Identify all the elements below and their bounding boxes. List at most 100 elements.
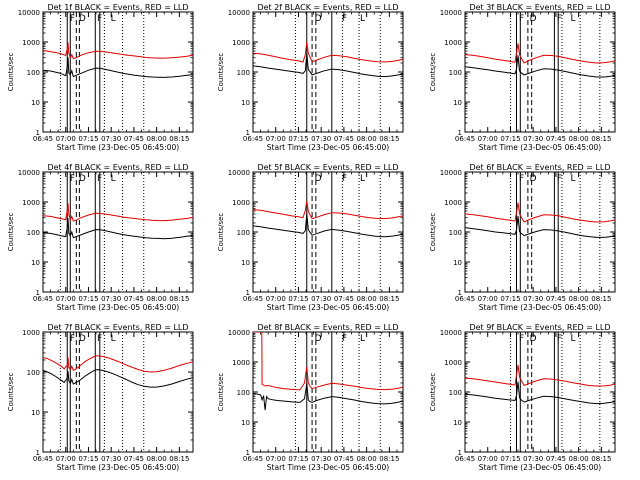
marker-letter: D bbox=[315, 14, 322, 24]
x-tick-label: 08:00 bbox=[569, 135, 589, 143]
x-tick-label: 08:00 bbox=[357, 455, 377, 463]
x-tick-label: 06:45 bbox=[33, 455, 53, 463]
plot-frame bbox=[464, 171, 616, 293]
series-line-events bbox=[465, 381, 615, 405]
marker-letter: L bbox=[571, 174, 576, 184]
x-tick-label: 07:45 bbox=[334, 135, 354, 143]
x-tick-label: 07:00 bbox=[478, 295, 498, 303]
x-tick-label: 08:00 bbox=[569, 455, 589, 463]
marker-letter: D bbox=[79, 14, 86, 24]
y-tick-label: 1000 bbox=[232, 39, 250, 47]
marker-letter: F bbox=[557, 174, 562, 184]
y-tick-label: 10 bbox=[31, 259, 40, 267]
x-axis-label: Start Time (23-Dec-05 06:45:00) bbox=[267, 143, 389, 152]
x-tick-label: 07:30 bbox=[101, 455, 121, 463]
marker-letter: D bbox=[530, 14, 537, 24]
x-tick-label: 08:00 bbox=[569, 295, 589, 303]
y-tick-label: 10000 bbox=[228, 329, 250, 337]
series-line-lld bbox=[43, 203, 193, 222]
x-tick-label: 07:15 bbox=[288, 135, 308, 143]
x-tick-label: 07:00 bbox=[266, 135, 286, 143]
y-tick-label: 1000 bbox=[22, 39, 40, 47]
y-tick-label: 10000 bbox=[18, 9, 40, 17]
x-tick-label: 07:15 bbox=[500, 455, 520, 463]
marker-letter: L bbox=[360, 14, 365, 24]
y-tick-label: 100 bbox=[27, 229, 40, 237]
y-tick-label: 100 bbox=[237, 389, 250, 397]
chart-title: Det 6f BLACK = Events, RED = LLD bbox=[469, 163, 610, 172]
y-axis-label: Counts/sec bbox=[429, 213, 437, 252]
marker-letter: D bbox=[79, 174, 86, 184]
chart-title: Det 3f BLACK = Events, RED = LLD bbox=[469, 3, 610, 12]
y-axis-label: Counts/sec bbox=[7, 53, 15, 92]
series-line-lld bbox=[465, 202, 615, 223]
x-tick-label: 08:00 bbox=[357, 295, 377, 303]
x-axis-label: Start Time (23-Dec-05 06:45:00) bbox=[57, 463, 179, 472]
x-tick-label: 07:00 bbox=[478, 135, 498, 143]
series-line-lld bbox=[253, 41, 403, 63]
chart-title: Det 4f BLACK = Events, RED = LLD bbox=[47, 163, 188, 172]
y-axis-label: Counts/sec bbox=[7, 213, 15, 252]
marker-letter: F bbox=[557, 14, 562, 24]
y-tick-label: 100 bbox=[27, 369, 40, 377]
series-line-events bbox=[465, 55, 615, 78]
marker-letter: D bbox=[79, 334, 86, 344]
x-axis-label: Start Time (23-Dec-05 06:45:00) bbox=[479, 143, 601, 152]
x-tick-label: 07:30 bbox=[101, 295, 121, 303]
series-line-events bbox=[253, 383, 403, 411]
y-tick-label: 1000 bbox=[444, 359, 462, 367]
y-tick-label: 10 bbox=[241, 259, 250, 267]
x-tick-label: 08:15 bbox=[591, 455, 611, 463]
y-tick-label: 10000 bbox=[228, 9, 250, 17]
x-tick-label: 06:45 bbox=[243, 455, 263, 463]
marker-letter: L bbox=[111, 174, 116, 184]
x-tick-label: 08:15 bbox=[379, 295, 399, 303]
x-tick-label: 07:15 bbox=[288, 295, 308, 303]
x-axis-label: Start Time (23-Dec-05 06:45:00) bbox=[267, 463, 389, 472]
marker-letter: F bbox=[519, 14, 524, 24]
y-tick-label: 10000 bbox=[440, 169, 462, 177]
marker-letter: F bbox=[557, 334, 562, 344]
y-axis-label: Counts/sec bbox=[217, 53, 225, 92]
y-tick-label: 1 bbox=[458, 129, 462, 137]
x-tick-label: 08:15 bbox=[591, 295, 611, 303]
marker-letter: L bbox=[571, 14, 576, 24]
y-tick-label: 1 bbox=[36, 449, 40, 457]
x-tick-label: 08:15 bbox=[169, 455, 189, 463]
x-tick-label: 07:45 bbox=[124, 455, 144, 463]
marker-letter: L bbox=[360, 334, 365, 344]
x-tick-label: 07:30 bbox=[523, 135, 543, 143]
marker-letter: L bbox=[111, 14, 116, 24]
chart-title: Det 2f BLACK = Events, RED = LLD bbox=[257, 3, 398, 12]
x-tick-label: 08:00 bbox=[357, 135, 377, 143]
y-tick-label: 1 bbox=[246, 129, 250, 137]
y-axis-label: Counts/sec bbox=[217, 213, 225, 252]
x-tick-label: 08:15 bbox=[379, 135, 399, 143]
x-tick-label: 07:30 bbox=[101, 135, 121, 143]
x-tick-label: 07:45 bbox=[124, 295, 144, 303]
y-axis-label: Counts/sec bbox=[217, 373, 225, 412]
x-axis-label: Start Time (23-Dec-05 06:45:00) bbox=[57, 303, 179, 312]
panel-det-9f: Det 9f BLACK = Events, RED = LLD 1 10 100 10… bbox=[429, 323, 616, 472]
marker-letter: F bbox=[519, 334, 524, 344]
marker-letter: F bbox=[70, 334, 75, 344]
series-line-lld bbox=[465, 43, 615, 64]
y-axis-label: Counts/sec bbox=[429, 373, 437, 412]
y-tick-label: 10 bbox=[453, 259, 462, 267]
y-tick-label: 10 bbox=[453, 419, 462, 427]
x-axis-label: Start Time (23-Dec-05 06:45:00) bbox=[479, 463, 601, 472]
y-tick-label: 10000 bbox=[440, 329, 462, 337]
series-line-events bbox=[465, 216, 615, 238]
marker-letter: F bbox=[70, 14, 75, 24]
x-tick-label: 07:15 bbox=[78, 295, 98, 303]
marker-letter: F bbox=[97, 174, 102, 184]
y-tick-label: 1000 bbox=[232, 199, 250, 207]
x-tick-label: 07:30 bbox=[311, 135, 331, 143]
x-tick-label: 07:45 bbox=[124, 135, 144, 143]
x-tick-label: 08:15 bbox=[169, 135, 189, 143]
panel-det-1f: Det 1f BLACK = Events, RED = LLD 1 10 100 10… bbox=[7, 3, 194, 152]
marker-letter: L bbox=[111, 334, 116, 344]
panel-det-2f: Det 2f BLACK = Events, RED = LLD 1 10 100 10… bbox=[217, 3, 404, 152]
x-tick-label: 07:45 bbox=[546, 455, 566, 463]
marker-letter: F bbox=[97, 334, 102, 344]
